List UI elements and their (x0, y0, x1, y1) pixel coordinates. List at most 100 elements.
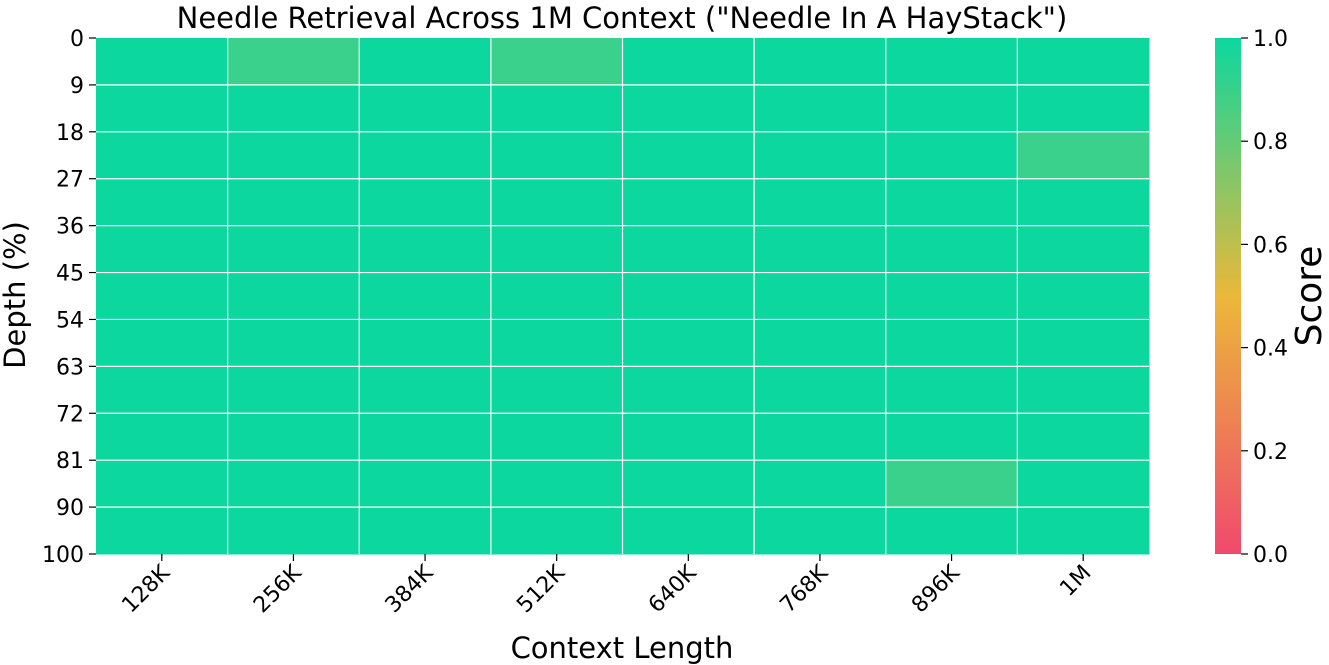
chart-title: Needle Retrieval Across 1M Context ("Nee… (177, 1, 1068, 35)
y-tick-label: 100 (42, 543, 84, 568)
heatmap-cell (1017, 178, 1150, 227)
heatmap-cell (490, 413, 623, 461)
heatmap-cell (96, 84, 229, 133)
heatmap-cell (359, 319, 492, 367)
y-axis-label: Depth (%) (0, 221, 32, 369)
heatmap-cell (622, 84, 755, 133)
y-tick-label: 72 (56, 402, 84, 427)
heatmap-cell (96, 366, 229, 414)
colorbar-label: Score (1289, 246, 1329, 347)
heatmap-cell (622, 319, 755, 367)
heatmap-cell (359, 413, 492, 461)
heatmap-cell (622, 507, 755, 555)
heatmap-cell (490, 84, 623, 133)
x-tick-labels: 128K 256K 384K 512K 640K 768K 896K 1M (117, 554, 1096, 618)
y-tick-label: 90 (56, 496, 84, 521)
heatmap-cell (1017, 460, 1150, 508)
heatmap-cell (754, 460, 887, 508)
heatmap-cell (227, 178, 360, 227)
heatmap-cell (754, 38, 887, 86)
heatmap-cell (490, 178, 623, 227)
x-tick-label: 1M (1055, 561, 1096, 602)
cell-separators (96, 38, 1149, 554)
y-tick-labels: 0 9 18 27 36 45 54 63 72 81 90 100 (42, 27, 96, 568)
heatmap-cell (754, 178, 887, 227)
heatmap-cell (227, 131, 360, 180)
heatmap-cell (1017, 84, 1150, 133)
heatmap-cell (490, 507, 623, 555)
heatmap-cell (359, 178, 492, 227)
heatmap-cell (885, 413, 1018, 461)
colorbar-tick-label: 0.8 (1253, 130, 1288, 155)
heatmap-cell (359, 131, 492, 180)
heatmap-cell (96, 413, 229, 461)
x-tick-label: 768K (776, 560, 834, 618)
y-tick-label: 27 (56, 168, 84, 193)
x-tick-label: 256K (249, 560, 307, 618)
heatmap-cell (227, 366, 360, 414)
heatmap-cell (96, 272, 229, 320)
heatmap-cell (96, 178, 229, 227)
heatmap-cell (359, 84, 492, 133)
heatmap-cell (622, 460, 755, 508)
heatmap-cell (622, 178, 755, 227)
heatmap-cell (622, 131, 755, 180)
heatmap-cell (490, 272, 623, 320)
heatmap-cell (885, 38, 1018, 86)
heatmap-cell (227, 460, 360, 508)
x-tick-label: 896K (907, 560, 965, 618)
y-tick-label: 9 (70, 74, 84, 99)
heatmap-cell (754, 131, 887, 180)
heatmap-cell (885, 84, 1018, 133)
heatmap-cell (1017, 131, 1150, 180)
colorbar (1215, 38, 1241, 554)
heatmap-cell (359, 225, 492, 274)
heatmap-cell (227, 319, 360, 367)
x-tick-label: 640K (644, 560, 702, 618)
colorbar-tick-label: 0.4 (1253, 337, 1288, 362)
heatmap-cell (885, 131, 1018, 180)
heatmap-cell (490, 366, 623, 414)
heatmap-cell (96, 319, 229, 367)
y-tick-label: 36 (56, 215, 84, 240)
heatmap-cell (1017, 225, 1150, 274)
heatmap-cell (885, 272, 1018, 320)
x-tick-label: 384K (381, 560, 439, 618)
heatmap-cell (754, 413, 887, 461)
heatmap-cells (96, 38, 1150, 555)
y-tick-label: 0 (70, 27, 84, 52)
heatmap-cell (359, 366, 492, 414)
heatmap-cell (885, 507, 1018, 555)
colorbar-tick-label: 0.2 (1253, 440, 1288, 465)
colorbar-tick-label: 0.6 (1253, 233, 1288, 258)
heatmap-cell (1017, 272, 1150, 320)
x-tick-label: 128K (117, 560, 175, 618)
heatmap-cell (96, 460, 229, 508)
heatmap-cell (359, 507, 492, 555)
heatmap-cell (359, 38, 492, 86)
heatmap-cell (1017, 507, 1150, 555)
heatmap-cell (227, 413, 360, 461)
x-axis-label: Context Length (511, 631, 734, 665)
y-tick-label: 18 (56, 121, 84, 146)
heatmap-cell (885, 319, 1018, 367)
heatmap-cell (96, 131, 229, 180)
heatmap-cell (622, 225, 755, 274)
heatmap-cell (490, 460, 623, 508)
heatmap-cell (359, 460, 492, 508)
heatmap-cell (490, 225, 623, 274)
heatmap-cell (227, 272, 360, 320)
heatmap-cell (359, 272, 492, 320)
colorbar-tick-label: 1.0 (1253, 27, 1288, 52)
heatmap-cell (96, 38, 229, 86)
heatmap-cell (227, 84, 360, 133)
y-tick-label: 81 (56, 449, 84, 474)
y-tick-label: 45 (56, 262, 84, 287)
heatmap-cell (227, 507, 360, 555)
heatmap-cell (885, 460, 1018, 508)
heatmap-cell (754, 225, 887, 274)
heatmap-cell (754, 319, 887, 367)
y-tick-label: 54 (56, 308, 84, 333)
heatmap-cell (227, 225, 360, 274)
